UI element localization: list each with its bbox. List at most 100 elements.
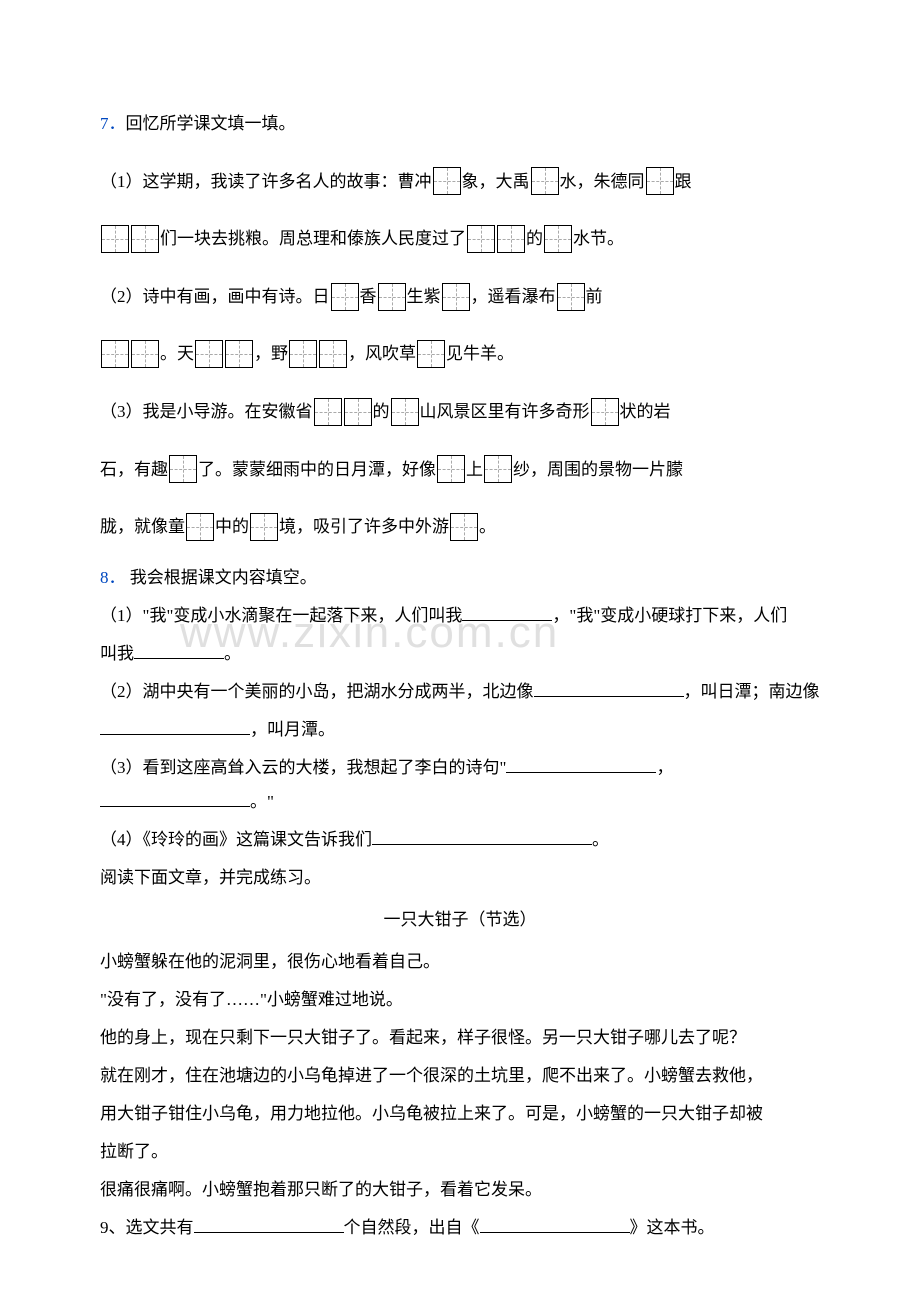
- q7-title-text: 回忆所学课文填一填。: [126, 100, 296, 148]
- fill-box[interactable]: [646, 167, 674, 195]
- fill-box[interactable]: [250, 513, 278, 541]
- q7-p3-line2: 石，有趣 了。蒙蒙细雨中的日月潭，好像 上 纱，周围的景物一片朦: [100, 446, 820, 494]
- text: 们一块去挑粮。周总理和傣族人民度过了: [160, 215, 466, 263]
- reading-p6: 拉断了。: [100, 1135, 820, 1169]
- text: 。: [224, 644, 241, 663]
- text: 纱，周围的景物一片朦: [513, 446, 683, 494]
- reading-p5: 用大钳子钳住小乌龟，用力地拉他。小乌龟被拉上来了。可是，小螃蟹的一只大钳子却被: [100, 1097, 820, 1131]
- text: 中的: [215, 503, 249, 551]
- text: 9、选文共有: [100, 1218, 194, 1237]
- fill-box[interactable]: [225, 340, 253, 368]
- q8-l4: （4）《玲玲的画》这篇课文告诉我们。: [100, 823, 820, 857]
- text: 山风景区里有许多奇形: [420, 388, 590, 436]
- fill-blank[interactable]: [372, 825, 592, 845]
- q8-l3: （3）看到这座高耸入云的大楼，我想起了李白的诗句" ， 。": [100, 751, 820, 819]
- fill-box[interactable]: [557, 283, 585, 311]
- q8-l1b: 叫我 。: [100, 637, 820, 671]
- text: 。: [479, 503, 496, 551]
- text: ，风吹草: [348, 330, 416, 378]
- q7-p3-line3: 胧，就像童 中的 境，吸引了许多中外游 。: [100, 503, 820, 551]
- fill-box[interactable]: [319, 340, 347, 368]
- q7-num: 7．: [100, 100, 126, 148]
- fill-box[interactable]: [186, 513, 214, 541]
- q7-p2-line1: （2）诗中有画，画中有诗。日 香 生紫 ，遥看瀑布 前: [100, 273, 820, 321]
- fill-box[interactable]: [344, 398, 372, 426]
- text: 境，吸引了许多中外游: [279, 503, 449, 551]
- text: ，叫月潭。: [250, 720, 335, 739]
- fill-blank[interactable]: [100, 787, 250, 807]
- fill-box[interactable]: [437, 455, 465, 483]
- q8-title: 8． 我会根据课文内容填空。: [100, 561, 820, 595]
- fill-box[interactable]: [417, 340, 445, 368]
- fill-blank[interactable]: [194, 1213, 344, 1233]
- text: （4）《玲玲的画》这篇课文告诉我们: [100, 830, 372, 849]
- fill-box[interactable]: [169, 455, 197, 483]
- text: （3）看到这座高耸入云的大楼，我想起了李白的诗句": [100, 758, 506, 777]
- fill-box[interactable]: [195, 340, 223, 368]
- text: ，遥看瀑布: [471, 273, 556, 321]
- text: ，叫日潭；南边像: [684, 682, 820, 701]
- q8-l2b: ，叫月潭。: [100, 713, 820, 747]
- fill-box[interactable]: [531, 167, 559, 195]
- text: 的: [526, 215, 543, 263]
- fill-blank[interactable]: [480, 1213, 630, 1233]
- q8-l2: （2）湖中央有一个美丽的小岛，把湖水分成两半，北边像 ，叫日潭；南边像: [100, 675, 820, 709]
- fill-box[interactable]: [433, 167, 461, 195]
- q7-p3-line1: （3）我是小导游。在安徽省 的 山风景区里有许多奇形 状的岩: [100, 388, 820, 436]
- text: 水，朱德同: [560, 158, 645, 206]
- q7-p2-line2: 。天 ，野 ，风吹草 见牛羊。: [100, 330, 820, 378]
- text: （2）诗中有画，画中有诗。日: [100, 273, 330, 321]
- q8-num: 8．: [100, 568, 126, 587]
- q8-l1: （1）"我"变成小水滴聚在一起落下来，人们叫我 ，"我"变成小硬球打下来，人们: [100, 599, 820, 633]
- q7-title: 7． 回忆所学课文填一填。: [100, 100, 820, 148]
- text: ，野: [254, 330, 288, 378]
- text: 。": [250, 792, 274, 811]
- text: 生紫: [407, 273, 441, 321]
- reading-p4: 就在刚才，住在池塘边的小乌龟掉进了一个很深的土坑里，爬不出来了。小螃蟹去救他，: [100, 1059, 820, 1093]
- fill-blank[interactable]: [134, 639, 224, 659]
- fill-box[interactable]: [544, 225, 572, 253]
- fill-box[interactable]: [467, 225, 495, 253]
- fill-blank[interactable]: [100, 715, 250, 735]
- text: （2）湖中央有一个美丽的小岛，把湖水分成两半，北边像: [100, 682, 534, 701]
- fill-box[interactable]: [331, 283, 359, 311]
- fill-box[interactable]: [101, 225, 129, 253]
- text: 上: [466, 446, 483, 494]
- reading-p7: 很痛很痛啊。小螃蟹抱着那只断了的大钳子，看着它发呆。: [100, 1173, 820, 1207]
- text: （1）"我"变成小水滴聚在一起落下来，人们叫我: [100, 606, 462, 625]
- text: 个自然段，出自《: [344, 1218, 480, 1237]
- q8-title-text: 我会根据课文内容填空。: [130, 568, 317, 587]
- text: 的: [373, 388, 390, 436]
- fill-box[interactable]: [314, 398, 342, 426]
- text: 跟: [675, 158, 692, 206]
- fill-blank[interactable]: [462, 601, 552, 621]
- text: 象，大禹: [462, 158, 530, 206]
- text: 见牛羊。: [446, 330, 514, 378]
- content: 7． 回忆所学课文填一填。 （1）这学期，我读了许多名人的故事：曹冲 象，大禹 …: [100, 100, 820, 1245]
- fill-box[interactable]: [484, 455, 512, 483]
- fill-box[interactable]: [450, 513, 478, 541]
- reading-intro: 阅读下面文章，并完成练习。: [100, 861, 820, 895]
- fill-box[interactable]: [591, 398, 619, 426]
- text: 》这本书。: [630, 1218, 715, 1237]
- text: ，: [656, 758, 673, 777]
- fill-box[interactable]: [378, 283, 406, 311]
- fill-box[interactable]: [497, 225, 525, 253]
- fill-box[interactable]: [391, 398, 419, 426]
- text: （3）我是小导游。在安徽省: [100, 388, 313, 436]
- fill-blank[interactable]: [506, 753, 656, 773]
- fill-box[interactable]: [101, 340, 129, 368]
- q7-p1-line1: （1）这学期，我读了许多名人的故事：曹冲 象，大禹 水，朱德同 跟: [100, 158, 820, 206]
- fill-box[interactable]: [442, 283, 470, 311]
- text: 。天: [160, 330, 194, 378]
- fill-box[interactable]: [131, 225, 159, 253]
- reading-p2: "没有了，没有了……"小螃蟹难过地说。: [100, 983, 820, 1017]
- reading-p1: 小螃蟹躲在他的泥洞里，很伤心地看着自己。: [100, 945, 820, 979]
- text: 叫我: [100, 644, 134, 663]
- fill-box[interactable]: [131, 340, 159, 368]
- text: ，"我"变成小硬球打下来，人们: [552, 606, 787, 625]
- fill-box[interactable]: [289, 340, 317, 368]
- text: 胧，就像童: [100, 503, 185, 551]
- text: 前: [586, 273, 603, 321]
- fill-blank[interactable]: [534, 677, 684, 697]
